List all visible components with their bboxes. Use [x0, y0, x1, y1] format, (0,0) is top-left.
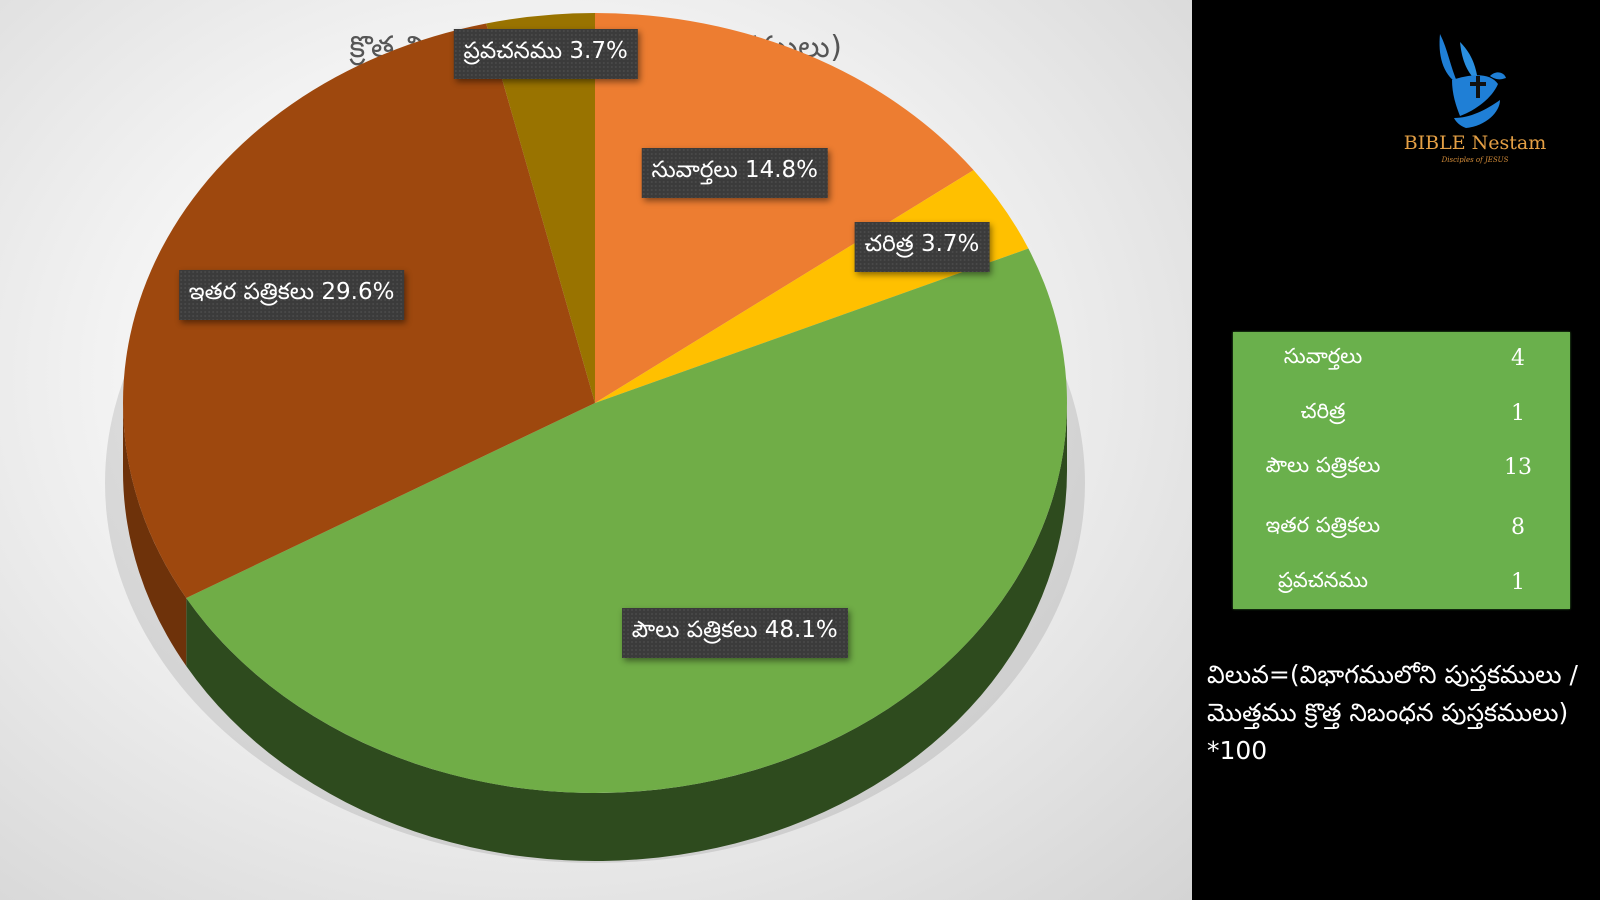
logo-tagline: Disciples of JESUS	[1441, 156, 1509, 164]
table-row-label: చరిత్ర	[1300, 399, 1346, 423]
table-row-value: 8	[1511, 515, 1525, 540]
table-row-value: 4	[1511, 346, 1525, 371]
pie-data-label: పౌలు పత్రికలు 48.1%	[621, 608, 848, 659]
table-row: ఇతర పత్రికలు 8	[1233, 503, 1570, 553]
table-row-value: 1	[1511, 570, 1525, 595]
table-row: ప్రవచనము 1	[1233, 558, 1570, 608]
table-row: చరిత్ర 1	[1233, 389, 1570, 439]
table-row-value: 1	[1511, 401, 1525, 426]
pie-data-label: ప్రవచనము 3.7%	[453, 29, 638, 80]
pie-slice-0	[595, 13, 974, 403]
chart-panel: క్రొత్త నిబంధన విభాగములు (పుస్తకములు) సు…	[0, 0, 1192, 900]
table-row: సువార్తలు 4	[1233, 334, 1570, 384]
logo: BIBLE Nestam Disciples of JESUS	[1380, 14, 1570, 174]
pie-chart	[122, 13, 1067, 861]
data-table: సువార్తలు 4 చరిత్ర 1 పౌలు పత్రికలు 13 ఇత…	[1233, 332, 1570, 609]
pie-side-3	[123, 403, 187, 666]
table-row-label: ప్రవచనము	[1277, 568, 1369, 592]
logo-text: BIBLE Nestam	[1403, 132, 1547, 154]
pie-data-label: ఇతర పత్రికలు 29.6%	[178, 269, 405, 320]
table-row-label: పౌలు పత్రికలు	[1265, 453, 1381, 477]
pie-data-label: చరిత్ర 3.7%	[854, 222, 990, 272]
pie-data-label: సువార్తలు 14.8%	[641, 147, 829, 198]
table-row-label: ఇతర పత్రికలు	[1265, 513, 1381, 537]
table-row-value: 13	[1504, 455, 1532, 480]
table-row-label: సువార్తలు	[1283, 344, 1363, 368]
pie-slice-4	[486, 13, 595, 403]
table-row: పౌలు పత్రికలు 13	[1233, 443, 1570, 493]
pie-side-2	[186, 403, 1067, 861]
dove-logo-icon	[1439, 34, 1506, 128]
formula-text: విలువ=(విభాగములోని పుస్తకములు / మొత్తము …	[1207, 660, 1578, 765]
